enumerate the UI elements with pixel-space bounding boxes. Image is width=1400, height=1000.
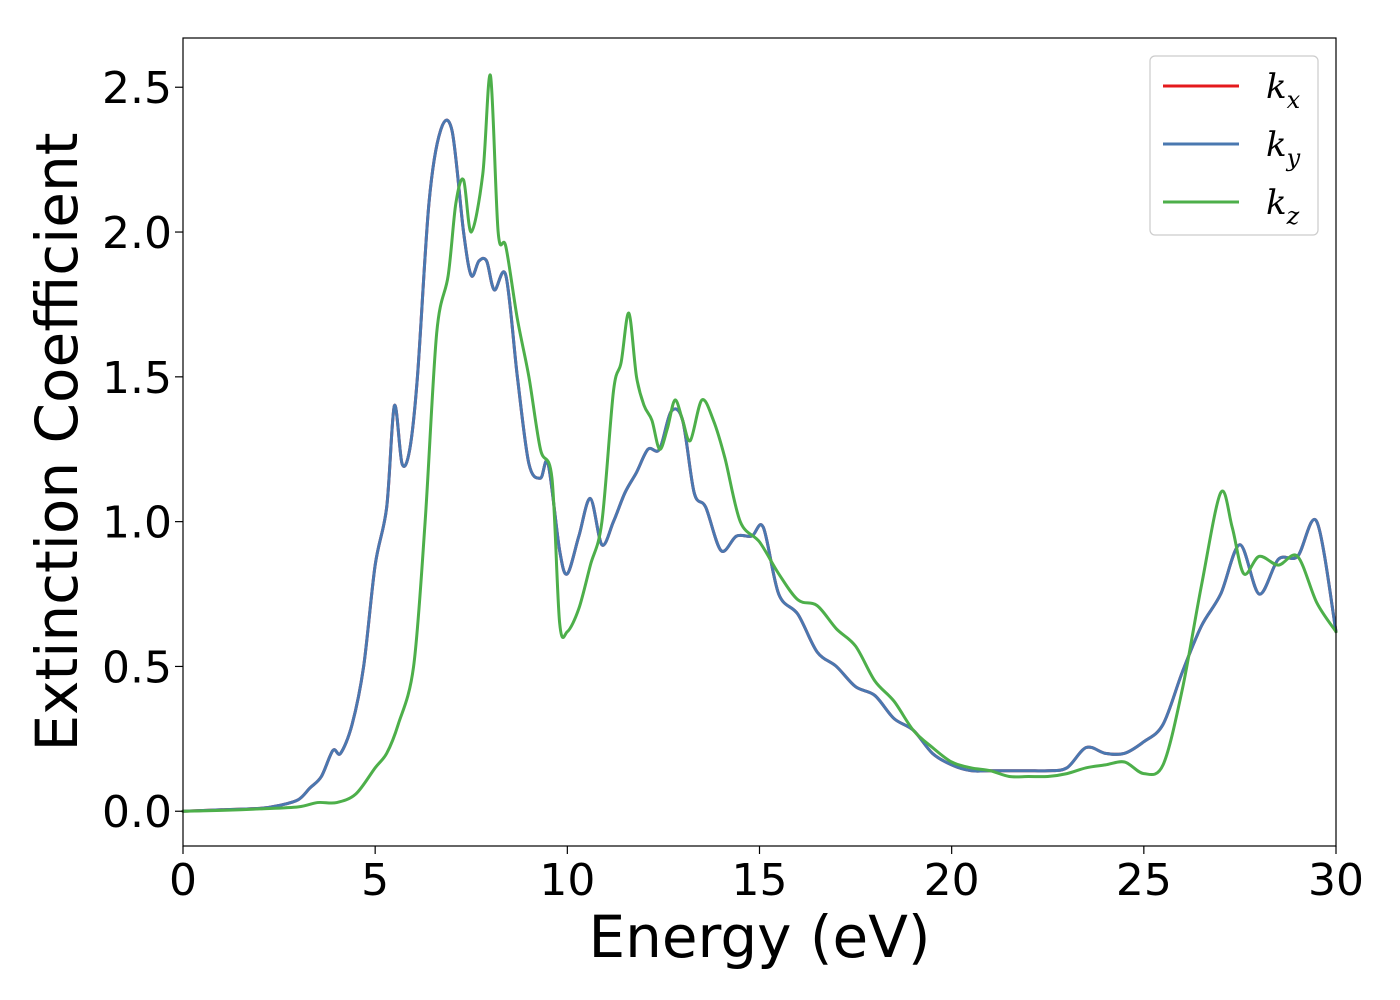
legend-label-x: kx [1266,67,1301,114]
y-tick-label: 2.0 [102,208,172,259]
y-tick-label: 1.5 [102,353,172,404]
y-tick-layer: 0.0 0.5 1.0 1.5 2.0 2.5 [102,63,183,838]
x-tick-label: 10 [539,855,595,906]
y-tick-label: 0.5 [102,642,172,693]
y-tick-label: 1.0 [102,498,172,549]
plot-area [183,38,1336,846]
x-tick-label: 20 [924,855,980,906]
legend-label-z: kz [1266,183,1300,230]
legend: kx ky kz [1149,55,1319,236]
x-axis-title: Energy (eV) [588,903,930,971]
x-tick-label: 30 [1308,855,1364,906]
y-tick-label: 0.0 [102,787,172,838]
x-tick-layer: 0 5 10 15 20 25 30 [169,846,1364,906]
x-tick-label: 5 [361,855,389,906]
legend-label-y: ky [1266,125,1301,172]
series-line-z [181,73,1338,813]
x-tick-label: 25 [1116,855,1172,906]
series-layer [181,73,1338,813]
x-tick-label: 0 [169,855,197,906]
x-tick-label: 15 [732,855,788,906]
series-line-y [181,118,1338,813]
y-tick-label: 2.5 [102,63,172,114]
y-axis-title: Extinction Coefficient [23,133,91,752]
